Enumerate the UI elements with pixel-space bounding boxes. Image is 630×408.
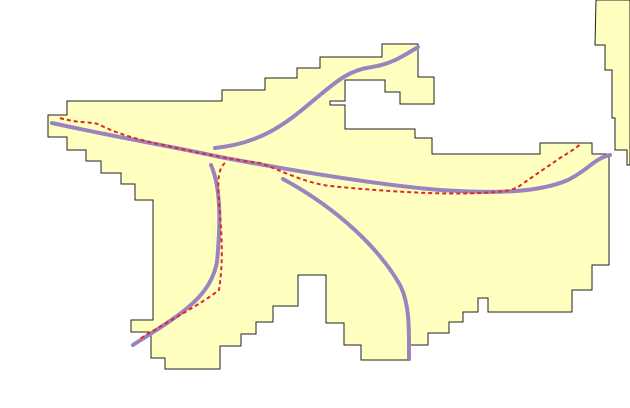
south-branch-route <box>281 177 412 360</box>
dashed-boundary-lines <box>59 117 583 341</box>
dashed-main-boundary <box>59 117 583 195</box>
dashed-southwest-boundary <box>137 162 226 341</box>
northeast-branch-route <box>213 45 420 150</box>
